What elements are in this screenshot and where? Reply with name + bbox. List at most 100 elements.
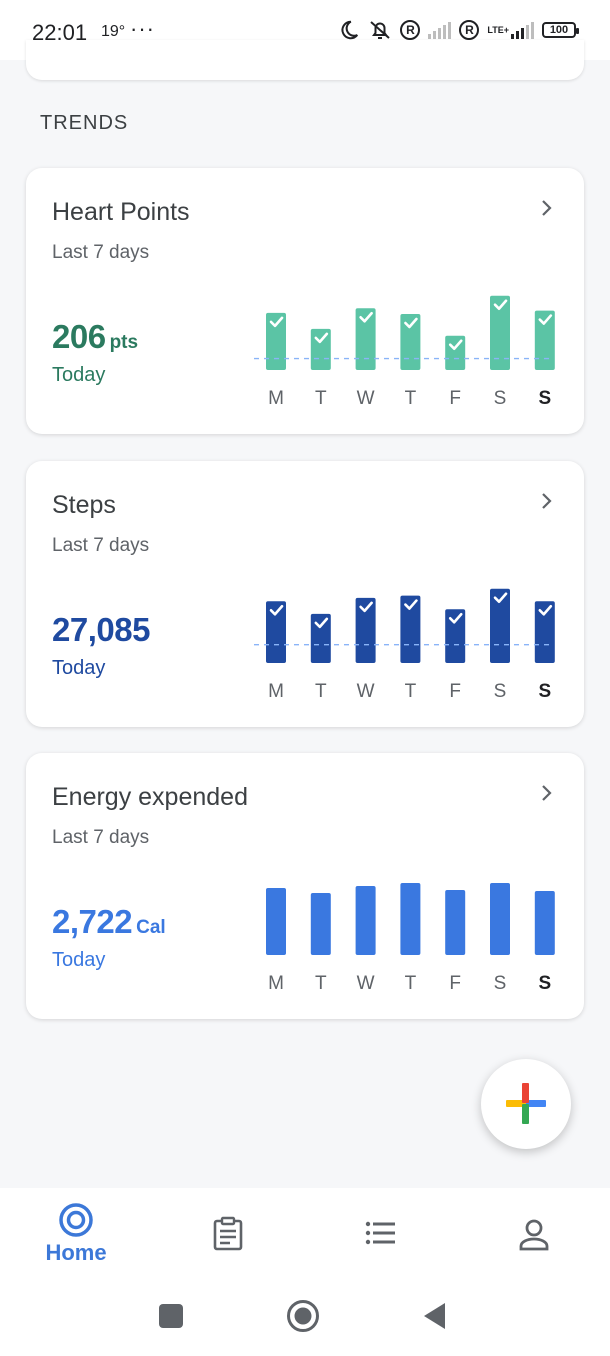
- card-title: Steps: [52, 491, 116, 519]
- day-label: T: [405, 388, 417, 409]
- day-label: S: [494, 681, 507, 702]
- status-temperature: 19°: [101, 23, 126, 40]
- chart-bar: [490, 883, 510, 955]
- day-label: S: [494, 388, 507, 409]
- chart-bar: [310, 328, 331, 370]
- bottom-navigation: Home: [0, 1188, 610, 1280]
- energy-expended-card[interactable]: Energy expended Last 7 days 2,722 Cal Tod…: [26, 753, 584, 1019]
- chart-bar: [534, 891, 555, 955]
- chevron-right-icon[interactable]: [534, 489, 558, 513]
- chart-bar: [400, 595, 421, 663]
- check-icon: [493, 592, 508, 604]
- signal-icon: [428, 21, 452, 39]
- chart-bar: [490, 295, 510, 370]
- recents-square-icon[interactable]: [158, 1303, 184, 1329]
- chevron-right-icon[interactable]: [534, 196, 558, 220]
- chart-bar: [534, 310, 555, 370]
- section-title: TRENDS: [40, 112, 129, 134]
- check-icon: [314, 332, 329, 344]
- chart-bar: [355, 597, 376, 663]
- system-navigation: [0, 1280, 610, 1356]
- day-label: T: [315, 388, 327, 409]
- chart-bar: [445, 890, 466, 955]
- chart-bar: [355, 886, 376, 955]
- check-icon: [269, 604, 284, 616]
- chart-bar: [534, 601, 555, 663]
- lte-bars: [511, 21, 534, 39]
- day-label: F: [449, 681, 461, 702]
- metric-value: 27,085: [52, 611, 150, 648]
- day-label: W: [357, 973, 375, 994]
- chart-bar: [445, 609, 466, 663]
- check-icon: [538, 604, 553, 616]
- add-activity-fab[interactable]: [481, 1059, 571, 1149]
- lte-signal-icon: LTE+: [487, 21, 534, 39]
- chart-bar: [266, 888, 286, 955]
- home-circle-icon[interactable]: [286, 1299, 320, 1333]
- day-label: T: [405, 973, 417, 994]
- today-label: Today: [52, 364, 106, 386]
- check-icon: [269, 316, 284, 328]
- metric: 206 pts: [52, 318, 138, 356]
- profile-icon: [519, 1219, 549, 1251]
- add-icon: [506, 1083, 546, 1124]
- day-label: F: [449, 973, 461, 994]
- check-icon: [359, 601, 373, 613]
- chart-bar: [400, 883, 421, 955]
- day-label: T: [315, 681, 327, 702]
- chart-bar: [310, 893, 331, 955]
- today-label: Today: [52, 657, 106, 679]
- day-label: M: [268, 681, 284, 702]
- day-label: M: [268, 973, 284, 994]
- day-label: M: [268, 388, 284, 409]
- chart-bar: [400, 314, 421, 370]
- card-title: Heart Points: [52, 198, 190, 226]
- metric-value: 2,722: [52, 903, 133, 940]
- chart-bar: [266, 312, 286, 370]
- day-label: W: [357, 681, 375, 702]
- chart-bar: [310, 613, 331, 663]
- check-icon: [538, 314, 553, 325]
- chart-bar: [266, 601, 286, 663]
- card-title: Energy expended: [52, 783, 248, 811]
- nav-journal[interactable]: [158, 1216, 298, 1308]
- back-triangle-icon[interactable]: [422, 1302, 448, 1330]
- nav-home[interactable]: Home: [6, 1202, 146, 1294]
- nav-browse[interactable]: [311, 1220, 451, 1312]
- moon-icon: [338, 19, 360, 41]
- day-label: T: [315, 973, 327, 994]
- home-ring-icon: [59, 1203, 93, 1237]
- nav-home-label: Home: [45, 1240, 107, 1265]
- card-subtitle: Last 7 days: [52, 827, 150, 848]
- day-label: S: [538, 973, 551, 994]
- day-label: W: [357, 388, 375, 409]
- heart-points-card[interactable]: Heart Points Last 7 days 206 pts Today M T…: [26, 168, 584, 434]
- steps-card[interactable]: Steps Last 7 days 27,085 Today M T W T F S S: [26, 461, 584, 727]
- card-subtitle: Last 7 days: [52, 535, 150, 556]
- check-icon: [448, 339, 463, 351]
- day-label: S: [494, 973, 507, 994]
- chart-bar: [355, 308, 376, 370]
- card-subtitle: Last 7 days: [52, 242, 150, 263]
- check-icon: [314, 617, 329, 629]
- metric-unit: Cal: [136, 917, 166, 938]
- status-icons: R R LTE+ 100: [338, 18, 579, 42]
- day-label: F: [449, 388, 461, 409]
- metric-value: 206: [52, 318, 106, 355]
- battery-icon: 100: [542, 22, 579, 38]
- chevron-right-icon[interactable]: [534, 781, 558, 805]
- today-label: Today: [52, 949, 106, 971]
- roaming-r-icon: R: [400, 20, 421, 40]
- previous-card[interactable]: [26, 40, 584, 80]
- roaming-r-icon: R: [459, 20, 480, 40]
- browse-list-icon: [365, 1221, 395, 1245]
- day-label: T: [405, 681, 417, 702]
- bell-off-icon: [368, 18, 392, 42]
- nav-profile[interactable]: [464, 1218, 604, 1310]
- check-icon: [448, 612, 463, 624]
- check-icon: [493, 299, 508, 311]
- metric-unit: pts: [109, 332, 139, 353]
